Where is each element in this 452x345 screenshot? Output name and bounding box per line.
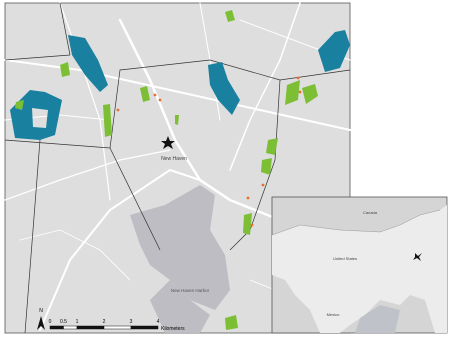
scale-segment [63, 325, 78, 330]
scale-segment [103, 325, 132, 330]
land [272, 205, 447, 333]
harbor-water [130, 185, 230, 310]
scale-segment [49, 325, 64, 330]
scale-unit: Kilometers [161, 326, 185, 332]
boundaries [4, 2, 351, 334]
inset-label: Canada [363, 210, 378, 215]
scale-segment [130, 325, 159, 330]
sound-water [150, 280, 210, 333]
city-star [161, 136, 175, 149]
inset-label: United States [333, 256, 357, 261]
scale-tick-label: 0 [49, 319, 52, 325]
scale-tick-label: 1 [76, 319, 79, 325]
north-label: N [39, 308, 43, 314]
sites [116, 76, 302, 227]
scale-segment [76, 325, 105, 330]
scale-tick-label: 3 [130, 319, 133, 325]
inset-label: Mexico [327, 312, 340, 317]
inset-star [413, 253, 422, 261]
inset-map: Canada United States Mexico [271, 196, 448, 334]
north-arrow [37, 316, 45, 330]
gulf [355, 305, 400, 333]
city-label: New Haven [161, 156, 187, 162]
scale-tick-label: 4 [157, 319, 160, 325]
border [271, 209, 441, 236]
harbor-label: New Haven Harbor [171, 288, 210, 293]
scale-tick-label: 2 [103, 319, 106, 325]
scale-tick-label: 0.5 [60, 319, 67, 325]
main-map: New Haven New Haven Harbor N 0 0.5 1 2 3 4Kil… [4, 2, 352, 334]
parks [15, 10, 318, 330]
